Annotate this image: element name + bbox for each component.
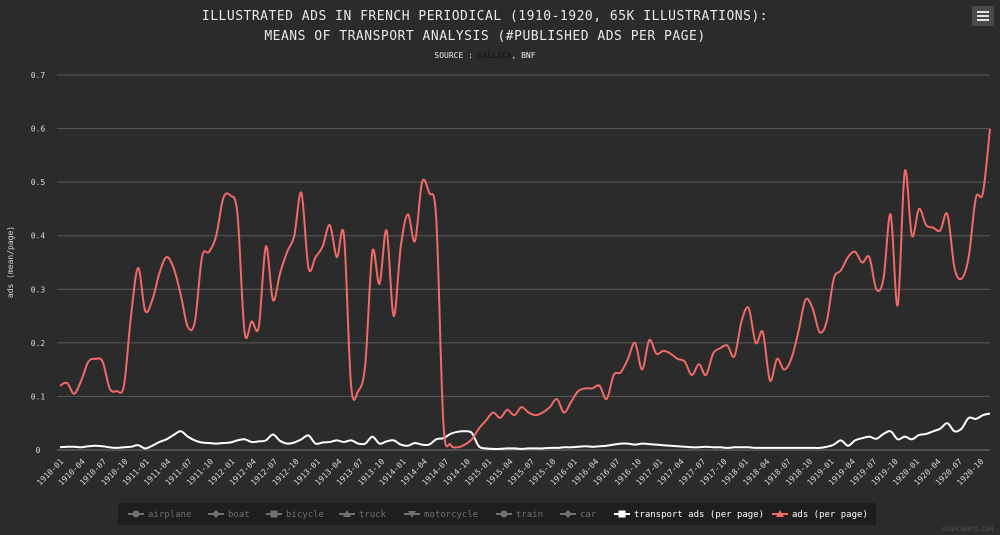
chart-titles: ILLUSTRATED ADS IN FRENCH PERIODICAL (19… [202, 9, 768, 60]
legend-symbol-triangle-icon [776, 510, 784, 517]
legend: airplane boat bicycle truck motorcycle train c… [118, 503, 876, 525]
series-line-ads-per-page-[interactable] [59, 128, 991, 449]
grid-lines [57, 74, 990, 451]
menu-bar-icon [977, 15, 989, 17]
menu-bar-icon [977, 11, 989, 13]
y-tick-label: 0.4 [31, 232, 46, 241]
chart-context-menu-button[interactable] [972, 6, 994, 26]
y-tick-label: 0.1 [31, 392, 46, 401]
legend-label: ads (per page) [792, 510, 868, 520]
legend-label: bicycle [286, 510, 324, 520]
y-tick-label: 0.6 [31, 125, 46, 134]
credits-link[interactable]: HIGHCHARTS.COM [942, 526, 993, 533]
y-axis-title: ads (mean/page) [6, 226, 15, 298]
series-lines [59, 128, 991, 450]
chart-subtitle: SOURCE : GALLICA, BNF [434, 51, 535, 60]
subtitle-suffix: , BNF [511, 51, 535, 60]
legend-item-bicycle[interactable]: bicycle [266, 510, 324, 520]
legend-item-boat[interactable]: boat [208, 510, 250, 520]
legend-item-transport-ads-per-page-[interactable]: transport ads (per page) [614, 510, 764, 520]
legend-symbol-circle-icon [132, 510, 140, 518]
y-axis-ticks: 0 0.1 0.2 0.3 0.4 0.5 0.6 0.7 [31, 71, 46, 455]
y-tick-label: 0.2 [31, 339, 46, 348]
y-tick-label: 0.3 [31, 285, 46, 294]
legend-symbol-circle-icon [500, 510, 508, 518]
legend-symbol-triangle-down-icon [408, 511, 416, 518]
y-tick-label: 0.5 [31, 178, 46, 187]
legend-label: airplane [148, 510, 191, 520]
legend-symbol-square-icon [270, 510, 278, 518]
subtitle-source-link[interactable]: GALLICA [478, 51, 512, 60]
legend-label: truck [359, 510, 387, 520]
legend-item-truck[interactable]: truck [339, 510, 387, 520]
subtitle-prefix: SOURCE : [434, 51, 477, 60]
legend-label: car [580, 510, 597, 520]
legend-symbol-square-icon [618, 510, 626, 518]
menu-bar-icon [977, 19, 989, 21]
x-axis-ticks: 1910-011910-041910-071910-101911-011911-… [35, 457, 985, 487]
legend-item-train[interactable]: train [496, 510, 543, 520]
legend-item-car[interactable]: car [560, 510, 597, 520]
chart-title-line-1: ILLUSTRATED ADS IN FRENCH PERIODICAL (19… [202, 9, 768, 24]
legend-label: train [516, 510, 543, 520]
chart-title-line-2: MEANS OF TRANSPORT ANALYSIS (#PUBLISHED … [264, 29, 705, 44]
legend-label: transport ads (per page) [634, 510, 764, 520]
legend-item-ads-per-page-[interactable]: ads (per page) [772, 510, 868, 520]
legend-symbol-triangle-icon [343, 510, 351, 517]
y-tick-label: 0 [36, 446, 41, 455]
legend-item-airplane[interactable]: airplane [128, 510, 191, 520]
series-line-transport-ads-per-page-[interactable] [59, 412, 991, 450]
y-tick-label: 0.7 [31, 71, 46, 80]
legend-label: boat [228, 510, 250, 520]
legend-item-motorcycle[interactable]: motorcycle [404, 510, 478, 520]
legend-symbol-diamond-icon [564, 510, 572, 518]
legend-label: motorcycle [424, 510, 478, 520]
legend-symbol-diamond-icon [212, 510, 220, 518]
